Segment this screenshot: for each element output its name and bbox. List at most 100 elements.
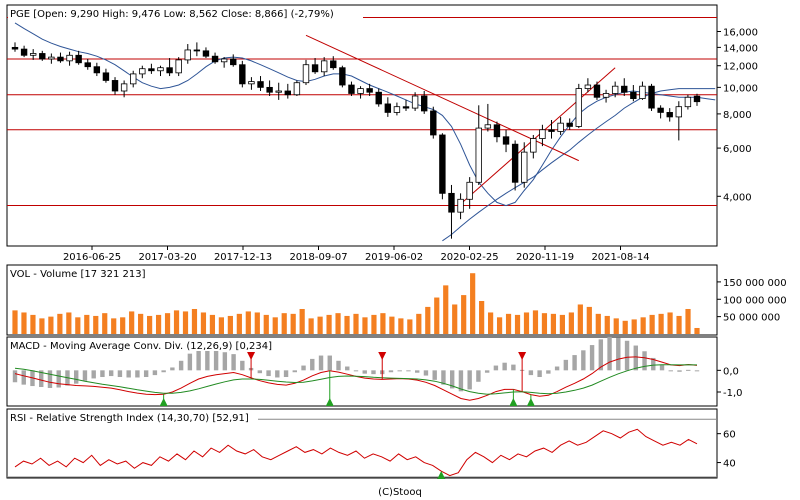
macd-histogram-bar xyxy=(668,370,673,372)
volume-bar xyxy=(667,312,673,334)
volume-bar xyxy=(317,316,323,334)
macd-histogram-bar xyxy=(441,370,446,385)
macd-histogram-bar xyxy=(423,370,429,376)
macd-histogram-bar xyxy=(231,354,236,371)
buy-signal-marker xyxy=(437,471,446,479)
candle-body xyxy=(93,66,101,74)
candle-body xyxy=(193,49,201,52)
rsi-chart-title: RSI - Relative Strength Index (14,30,70)… xyxy=(10,413,249,424)
macd-histogram-bar xyxy=(257,370,263,374)
candle-body xyxy=(39,53,46,60)
buy-signal-marker xyxy=(509,398,518,406)
candle-body xyxy=(302,64,310,84)
macd-histogram-bar xyxy=(292,370,297,373)
candle-body xyxy=(521,151,528,183)
volume-bar xyxy=(173,310,180,334)
macd-histogram-bar xyxy=(467,370,472,390)
candle-body xyxy=(357,88,364,94)
volume-bar xyxy=(245,311,251,334)
volume-bar xyxy=(488,312,494,334)
candle-body xyxy=(693,95,701,103)
macd-histogram-bar xyxy=(432,370,437,380)
candle-body xyxy=(684,96,692,108)
macd-histogram-bar xyxy=(310,358,315,371)
volume-bar xyxy=(577,304,583,334)
macd-histogram-bar xyxy=(537,370,542,378)
y-tick-label: 4,000 xyxy=(723,192,752,203)
candle-body xyxy=(593,84,601,98)
candle-body xyxy=(566,122,573,127)
macd-histogram-bar xyxy=(476,370,481,382)
volume-bar xyxy=(496,317,503,334)
candle-body xyxy=(439,134,446,194)
x-tick-label: 2020-11-19 xyxy=(516,252,574,263)
volume-bar xyxy=(164,313,171,334)
macd-histogram-bar xyxy=(677,370,682,372)
y-tick-label: 6,000 xyxy=(723,144,752,155)
sell-signal-marker xyxy=(518,352,527,360)
volume-bar xyxy=(102,313,108,334)
volume-bar xyxy=(452,304,458,334)
y-tick-label: 60 xyxy=(723,430,736,441)
macd-histogram-bar xyxy=(458,370,464,392)
candle-body xyxy=(484,124,492,129)
macd-histogram-bar xyxy=(108,370,114,377)
volume-bar xyxy=(685,308,691,334)
volume-bar xyxy=(111,318,117,334)
candle-body xyxy=(466,181,473,200)
volume-bar xyxy=(371,314,377,334)
volume-bar xyxy=(227,315,233,334)
macd-histogram-bar xyxy=(449,370,455,389)
candle-body xyxy=(475,127,482,183)
macd-histogram-bar xyxy=(546,370,551,374)
candle-body xyxy=(530,138,537,153)
candle-body xyxy=(29,53,37,56)
macd-histogram-bar xyxy=(686,369,691,371)
candle-body xyxy=(220,58,228,63)
candle-body xyxy=(293,82,301,96)
candle-body xyxy=(657,107,664,113)
macd-histogram-bar xyxy=(318,355,324,371)
volume-bar xyxy=(254,312,260,334)
y-tick-label: 10,000 xyxy=(723,83,758,94)
candle-body xyxy=(211,55,219,63)
sell-signal-marker xyxy=(378,352,387,360)
macd-histogram-bar xyxy=(222,352,228,371)
macd-histogram-bar xyxy=(213,349,219,371)
volume-bar xyxy=(353,313,359,334)
x-tick-label: 2017-12-13 xyxy=(214,252,272,263)
macd-histogram-bar xyxy=(406,370,411,372)
candle-body xyxy=(202,50,210,57)
candle-body xyxy=(511,143,519,183)
candle-body xyxy=(184,49,191,61)
candle-body xyxy=(239,64,246,85)
volume-bar xyxy=(84,314,90,334)
volume-bar xyxy=(443,285,449,334)
volume-bar xyxy=(66,312,72,334)
candle-body xyxy=(148,68,155,72)
y-tick-label: 40 xyxy=(723,459,736,470)
volume-bar xyxy=(550,313,557,334)
candle-body xyxy=(666,112,673,118)
macd-histogram-bar xyxy=(511,364,516,371)
macd-histogram-bar xyxy=(266,370,271,377)
macd-histogram-bar xyxy=(607,336,612,371)
volume-bar xyxy=(434,297,440,334)
volume-bar xyxy=(559,314,565,334)
volume-bar xyxy=(209,314,216,334)
candle-body xyxy=(175,59,182,74)
macd-histogram-bar xyxy=(100,370,105,378)
candle-body xyxy=(120,83,128,92)
macd-histogram-bar xyxy=(205,348,210,371)
candle-body xyxy=(57,56,64,62)
volume-bar xyxy=(640,317,646,334)
candle-body xyxy=(157,67,164,72)
candle-body xyxy=(66,54,73,62)
volume-bar xyxy=(335,313,341,334)
footer-credit: (C)Stooq xyxy=(378,487,422,498)
macd-histogram-bar xyxy=(178,360,184,371)
volume-bar xyxy=(200,312,207,334)
volume-bar xyxy=(658,313,664,334)
candle-body xyxy=(602,93,610,98)
macd-histogram-bar xyxy=(589,345,595,371)
